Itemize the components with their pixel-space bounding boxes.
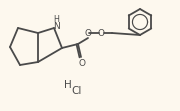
Text: H: H <box>53 16 59 25</box>
Text: O: O <box>84 29 91 38</box>
Text: Cl: Cl <box>72 86 82 96</box>
Text: N: N <box>53 22 59 31</box>
Text: O: O <box>98 29 105 38</box>
Text: H: H <box>64 80 72 90</box>
Text: O: O <box>78 58 86 67</box>
